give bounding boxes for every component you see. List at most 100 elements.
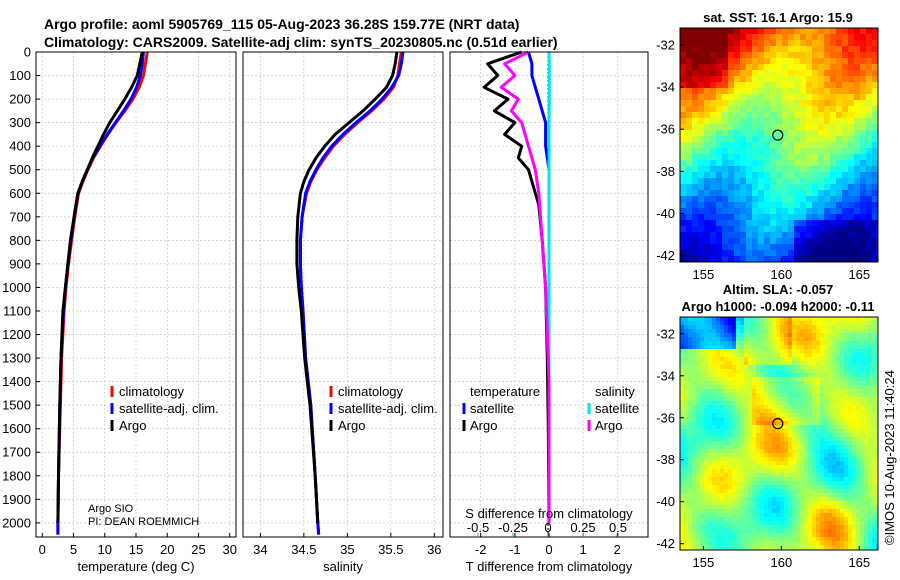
map-cell (812, 437, 817, 442)
map-cell (824, 341, 829, 346)
map-cell (764, 196, 771, 203)
map-cell (836, 166, 843, 173)
map-cell (876, 489, 879, 494)
map-cell (776, 413, 781, 418)
map-cell (788, 321, 793, 326)
map-cell (772, 449, 777, 454)
map-cell (776, 393, 781, 398)
map-cell (704, 232, 711, 239)
map-cell (806, 244, 813, 251)
map-cell (872, 465, 877, 470)
map-cell (752, 405, 757, 410)
map-cell (724, 345, 729, 350)
map-cell (688, 505, 693, 510)
map-cell (724, 325, 729, 330)
map-cell (686, 208, 693, 215)
map-cell (794, 232, 801, 239)
map-cell (800, 425, 805, 430)
map-cell (872, 118, 879, 125)
map-cell (796, 321, 801, 326)
map-cell (800, 208, 807, 215)
map-cell (698, 178, 705, 185)
map-cell (816, 497, 821, 502)
map-cell (752, 453, 757, 458)
map-cell (780, 545, 785, 550)
map-cell (864, 353, 869, 358)
map-cell (864, 517, 869, 522)
map-cell (700, 449, 705, 454)
map-cell (794, 142, 801, 149)
y-tick-label: 700 (9, 209, 31, 224)
map-cell (704, 226, 711, 233)
map-cell (756, 357, 761, 362)
map-cell (728, 238, 735, 245)
map-cell (832, 489, 837, 494)
map-cell (812, 142, 819, 149)
map-cell (716, 178, 723, 185)
map-cell (840, 533, 845, 538)
map-cell (708, 469, 713, 474)
map-cell (716, 525, 721, 530)
map-cell (712, 493, 717, 498)
map-cell (698, 256, 705, 263)
map-cell (732, 365, 737, 370)
map-cell (716, 533, 721, 538)
map-cell (772, 521, 777, 526)
map-cell (700, 545, 705, 550)
map-cell (806, 112, 813, 119)
map-cell (832, 361, 837, 366)
map-cell (712, 381, 717, 386)
map-cell (800, 349, 805, 354)
map-cell (692, 421, 697, 426)
map-cell (824, 148, 831, 155)
map-cell (722, 28, 729, 35)
map-cell (768, 529, 773, 534)
map-cell (836, 34, 843, 41)
map-cell (776, 353, 781, 358)
map-cell (784, 325, 789, 330)
map-cell (816, 353, 821, 358)
map-cell (756, 517, 761, 522)
map-cell (804, 461, 809, 466)
map-cell (788, 417, 793, 422)
map-cell (868, 329, 873, 334)
map-cell (716, 232, 723, 239)
map-cell (832, 317, 837, 322)
map-cell (840, 369, 845, 374)
map-cell (824, 445, 829, 450)
map-cell (736, 361, 741, 366)
map-cell (756, 401, 761, 406)
map-cell (808, 533, 813, 538)
map-cell (756, 545, 761, 550)
map-cell (836, 469, 841, 474)
map-cell (712, 317, 717, 322)
map-cell (844, 321, 849, 326)
map-cell (744, 425, 749, 430)
map-cell (688, 337, 693, 342)
map-cell (736, 381, 741, 386)
map-cell (808, 537, 813, 542)
map-cell (818, 28, 825, 35)
map-cell (688, 413, 693, 418)
map-cell (836, 353, 841, 358)
map-cell (860, 353, 865, 358)
map-cell (800, 341, 805, 346)
map-cell (876, 509, 879, 514)
map-cell (840, 513, 845, 518)
map-cell (680, 232, 687, 239)
map-cell (740, 256, 747, 263)
map-cell (708, 489, 713, 494)
map-cell (696, 533, 701, 538)
map-cell (700, 373, 705, 378)
map-cell (848, 517, 853, 522)
map-cell (716, 238, 723, 245)
map-cell (736, 497, 741, 502)
map-cell (848, 477, 853, 482)
map-cell (740, 190, 747, 197)
map-cell (688, 409, 693, 414)
map-cell (704, 256, 711, 263)
map-cell (722, 160, 729, 167)
map-cell (736, 405, 741, 410)
map-cell (686, 130, 693, 137)
map-cell (736, 505, 741, 510)
